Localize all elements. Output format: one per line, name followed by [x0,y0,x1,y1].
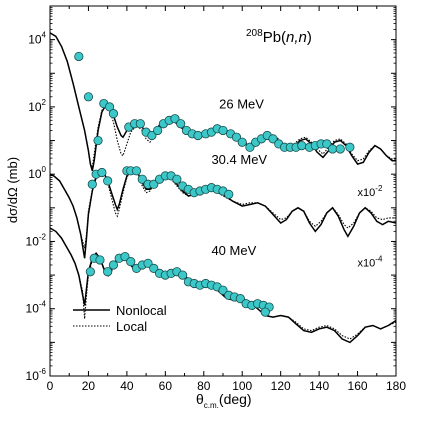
data-point [108,260,119,270]
legend-label-nonlocal: Nonlocal [116,303,167,318]
x-tick-label: 40 [120,379,134,393]
x-axis-label: θc.m.(deg) [196,391,252,410]
data-points-layer [74,51,355,317]
y-tick-label: 10-4 [26,300,47,316]
data-point [108,109,119,119]
data-point [83,92,94,102]
data-point [224,189,234,199]
x-tick-label: 20 [82,379,96,393]
x-tick-label: 160 [348,379,368,393]
energy-label: 26 MeV [219,97,264,112]
data-point [120,251,130,262]
data-point [170,114,180,124]
data-point [74,51,84,62]
scale-label: x10-4 [358,255,383,270]
x-tick-label: 120 [271,379,291,393]
y-axis-label: dσ/dΩ (mb) [5,157,20,223]
data-point [231,132,242,142]
legend: Nonlocal Local [73,303,167,334]
y-tick-label: 10-2 [26,232,47,248]
data-point [85,267,95,277]
energy-label: 40 MeV [211,243,256,258]
data-point [322,139,332,149]
data-point [104,102,115,112]
chart-title: 208Pb(n,n) [246,28,312,46]
data-point [103,267,113,277]
x-tick-label: 180 [386,379,406,393]
scale-labels: x10-2 x10-4 [358,184,383,270]
data-point [87,179,97,189]
data-point [149,263,159,273]
data-point [135,119,145,129]
y-tick-label: 104 [28,31,46,47]
data-point [345,142,355,152]
data-point [268,134,278,144]
axes-layer: 0 20 40 60 80 100 120 140 160 180 104 102 100 10-2 10-… [26,5,406,393]
data-point [126,257,136,267]
data-point [218,125,228,136]
data-point [176,119,186,129]
y-tick-label: 102 [28,98,46,114]
energy-labels: 26 MeV 30.4 MeV 40 MeV [211,97,267,258]
data-point [178,270,188,280]
data-point [327,144,338,154]
legend-label-local: Local [116,319,147,334]
data-point [335,144,345,154]
data-point [235,294,245,304]
data-point [193,130,203,141]
data-point [97,167,107,178]
y-tick-label: 10-6 [26,367,47,383]
data-point [172,174,182,184]
data-point [297,140,307,151]
x-tick-label: 80 [197,379,211,393]
data-point [237,137,247,147]
data-point [137,174,147,184]
x-tick-label: 140 [309,379,329,393]
energy-label: 30.4 MeV [211,152,267,167]
data-point [131,166,142,176]
data-point [218,285,228,295]
local-curve-1 [49,168,396,249]
data-point [103,176,113,186]
data-point [149,179,159,189]
x-tick-label: 100 [232,379,252,393]
data-point [153,125,163,136]
scale-label: x10-2 [358,184,383,199]
nonlocal-curve-1 [49,168,397,259]
data-point [95,255,105,265]
x-tick-label: 0 [47,379,54,393]
data-point [245,142,255,152]
x-tick-label: 60 [159,379,173,393]
data-point [143,258,153,268]
data-point [260,307,270,317]
data-point [93,135,103,146]
data-point [147,130,157,141]
y-tick-label: 100 [28,165,46,181]
